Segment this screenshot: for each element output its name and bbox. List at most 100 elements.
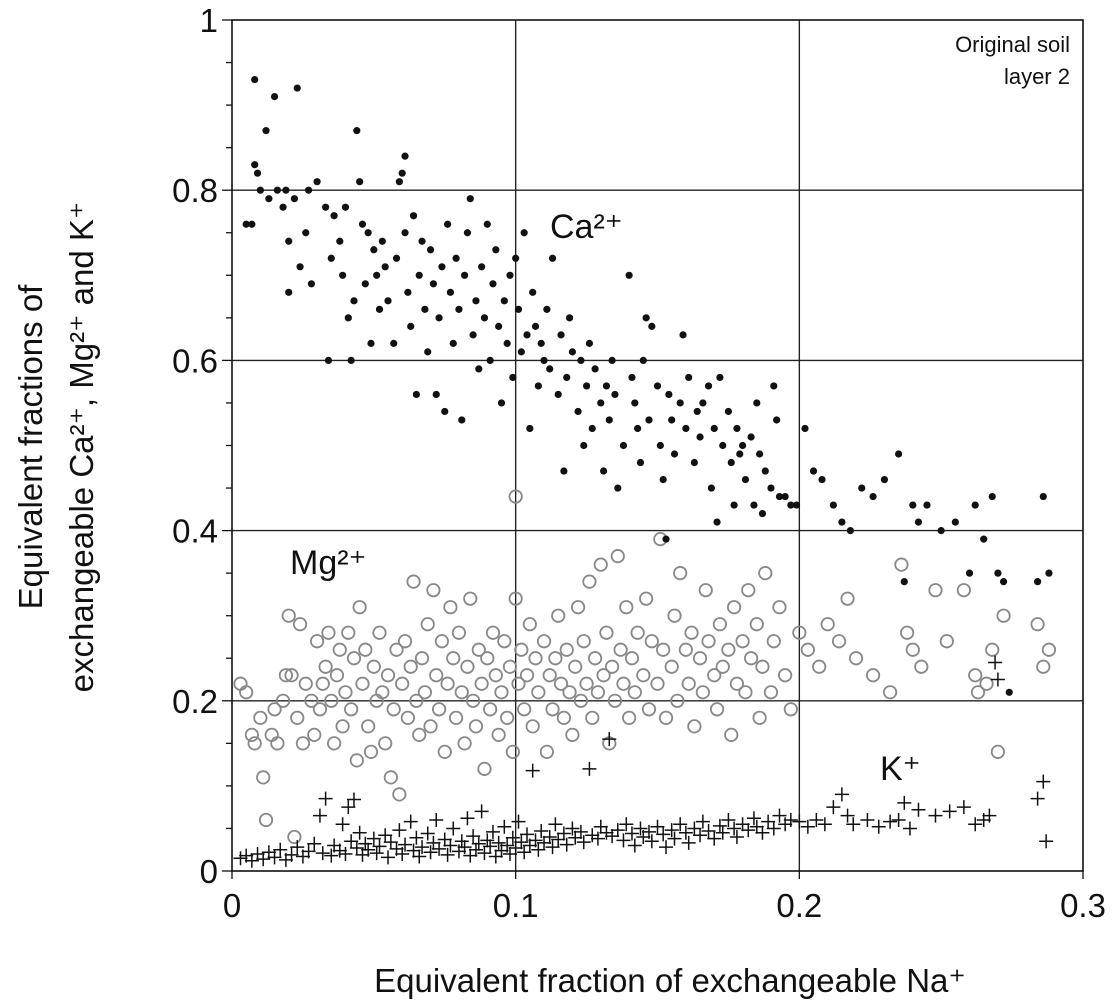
mg-point [758,566,773,581]
ca-point [773,416,781,424]
ca-point [685,373,693,382]
k-point [602,732,617,747]
k-point [534,824,549,839]
ca-point [270,92,279,101]
ca-point [818,475,826,484]
ca-point [537,339,545,347]
ca-point [704,382,713,390]
mg-point [258,812,274,828]
k-point [488,849,503,864]
ca-point [736,450,744,458]
mg-point [622,710,637,725]
ca-point [895,450,903,458]
k-point [344,834,359,849]
mg-point [792,625,807,640]
mg-point [494,685,509,700]
ca-point [469,331,477,339]
k-point [480,833,495,848]
ca-point [455,305,463,313]
mg-point [400,710,415,725]
mg-point [457,736,472,751]
mg-point [295,736,311,751]
mg-point [383,770,398,785]
plot-frame [231,19,1084,872]
k-point [528,833,543,848]
series-mg [233,489,1057,845]
mg-point [287,829,302,845]
mg-point [406,574,421,589]
mg-point [599,625,614,640]
mg-point [440,676,455,691]
ca-point [792,501,801,509]
ca-point [449,339,457,347]
mg-point [684,625,699,640]
ca-point [880,475,889,484]
ca-point [500,297,508,305]
k-point [766,821,781,836]
ca-point [248,220,256,228]
mg-point [865,668,881,683]
mg-point [587,651,603,666]
mg-point [409,693,424,708]
k-point [338,846,353,861]
mg-point [593,557,608,572]
mg-point [284,668,299,683]
ca-point [370,246,378,254]
k-point [517,845,532,860]
k-point [403,814,418,829]
k-point [423,845,438,860]
ca-point [512,254,520,262]
mg-point [471,642,486,657]
ca-point [435,314,443,322]
mg-point [613,642,628,657]
mg-point [914,659,929,674]
mg-point [763,685,779,700]
ca-point [463,229,472,237]
mg-point [386,702,401,717]
ca-point [466,195,474,203]
ca-point [540,356,548,364]
ca-point [531,322,540,330]
ca-point [302,229,310,237]
mg-point [474,676,489,691]
k-point [463,848,478,863]
mg-point [395,676,410,691]
ca-point [446,288,455,296]
k-point [792,814,807,829]
mg-point [290,710,305,725]
ca-point [591,365,599,373]
ca-point [665,390,673,399]
mg-point [1036,659,1051,674]
mg-point [545,702,560,717]
ca-point [421,305,429,313]
k-point [871,819,886,834]
mg-point [335,719,350,734]
ca-point [367,339,375,347]
ca-point [285,237,293,245]
ca-point [514,305,523,313]
x-tick-label: 0.2 [776,887,822,924]
x-tick-label: 0 [223,887,241,924]
ca-point [699,399,707,407]
y-minor-ticks [222,19,1084,879]
ca-point [568,348,577,356]
mg-point [636,668,651,683]
k-point [650,819,665,834]
mg-point [979,676,994,691]
annotation-line1: Original soil [955,32,1070,57]
k-point [860,812,875,827]
mg-point [414,651,430,666]
ca-point [713,518,721,526]
ca-point [461,271,469,279]
ca-point [307,280,316,288]
ca-point [937,527,945,535]
k-point [398,837,413,852]
mg-point [278,668,293,683]
k-point [576,835,591,850]
k-point [443,838,458,853]
mg-point [281,608,296,623]
mg-point [565,727,580,742]
y-tick-labels: 0 0.2 0.4 0.6 0.8 1 [172,2,218,890]
y-tick-label: 0 [200,853,218,890]
ca-point [395,178,403,186]
